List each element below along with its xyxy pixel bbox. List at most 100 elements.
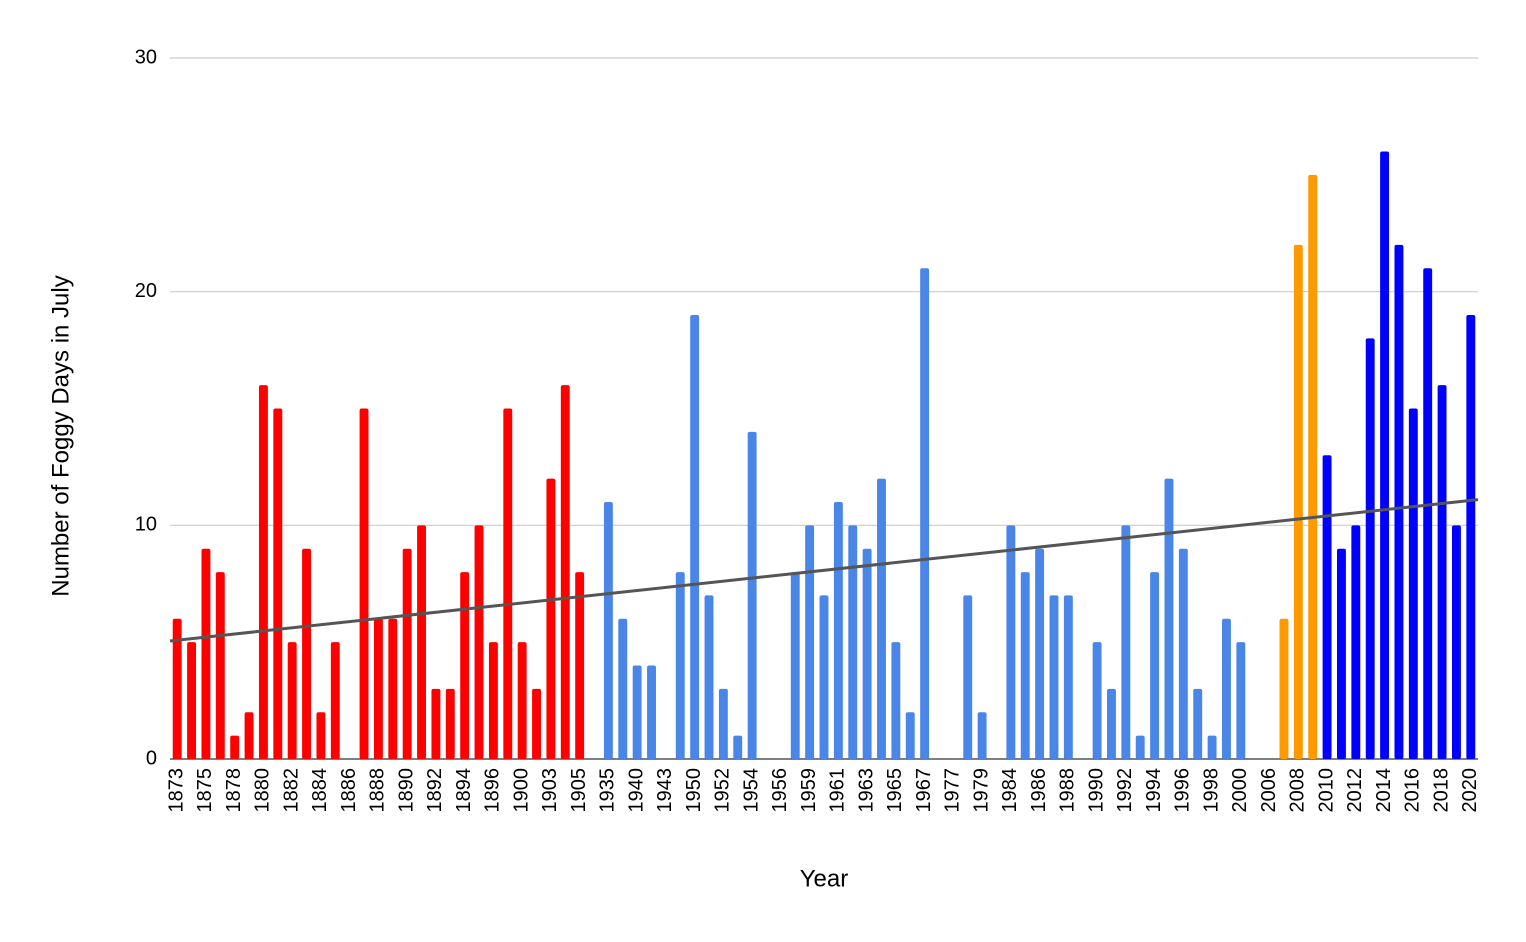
x-axis-title: Year — [800, 865, 849, 892]
x-tick-label: 1967 — [913, 768, 935, 813]
bar — [1408, 408, 1418, 759]
bar — [733, 735, 743, 759]
x-tick-label: 2014 — [1373, 768, 1395, 813]
bar — [877, 478, 886, 759]
bar — [1020, 572, 1030, 759]
bar — [891, 642, 901, 759]
y-tick-label: 30 — [135, 46, 157, 68]
bar — [244, 712, 254, 759]
bar — [1466, 315, 1476, 759]
bar — [1035, 548, 1045, 759]
x-tick-label: 1935 — [597, 768, 619, 813]
y-tick-label: 20 — [135, 280, 157, 302]
x-tick-label: 2016 — [1402, 768, 1424, 813]
bar — [1107, 688, 1116, 759]
bar — [445, 688, 455, 759]
bar — [388, 618, 398, 759]
bar — [172, 618, 182, 759]
bar — [977, 712, 987, 759]
bar — [647, 665, 656, 759]
x-tick-label: 2018 — [1430, 768, 1452, 813]
bar — [1193, 688, 1203, 759]
bar — [359, 408, 369, 759]
x-tick-label: 1940 — [625, 768, 647, 813]
bar — [302, 548, 312, 759]
bar — [1437, 385, 1447, 759]
x-tick-label: 1943 — [654, 768, 676, 813]
bar — [862, 548, 872, 759]
x-tick-label: 1956 — [769, 768, 791, 813]
y-tick-label: 10 — [135, 514, 157, 536]
x-tick-label: 1878 — [223, 768, 245, 813]
bar — [1006, 525, 1016, 759]
bar — [488, 642, 498, 759]
x-tick-label: 1961 — [827, 768, 849, 813]
x-tick-label: 2020 — [1459, 768, 1481, 813]
x-tick-label: 1965 — [884, 768, 906, 813]
x-tick-label: 1959 — [798, 768, 820, 813]
bar — [603, 501, 613, 759]
y-axis-title: Number of Foggy Days in July — [47, 275, 74, 596]
bar — [1207, 735, 1217, 759]
bar — [230, 735, 240, 759]
bar — [546, 478, 556, 759]
bar — [632, 665, 642, 759]
bar — [704, 595, 714, 759]
bar — [503, 408, 513, 759]
bar — [575, 572, 585, 759]
bar — [1236, 642, 1246, 759]
bar — [1178, 548, 1188, 759]
bar — [258, 385, 268, 759]
bar — [460, 572, 470, 759]
x-tick-label: 1984 — [999, 768, 1021, 813]
x-tick-label: 1986 — [1028, 768, 1050, 813]
x-tick-label: 1900 — [510, 768, 532, 813]
x-tick-label: 1992 — [1114, 768, 1136, 813]
trendline — [169, 498, 1479, 643]
bar — [532, 688, 541, 759]
x-tick-label: 1890 — [395, 768, 417, 813]
x-tick-label: 2008 — [1287, 768, 1309, 813]
x-tick-label: 1990 — [1085, 768, 1107, 813]
x-tick-label: 1892 — [424, 768, 446, 813]
bar — [1380, 151, 1390, 759]
bar — [1308, 174, 1318, 760]
x-tick-label: 1882 — [280, 768, 302, 813]
bar — [819, 595, 829, 759]
x-tick-label: 1952 — [712, 768, 734, 813]
x-tick-label: 2012 — [1344, 768, 1366, 813]
x-tick-label: 1996 — [1172, 768, 1194, 813]
bar — [1293, 244, 1303, 759]
bar — [1351, 525, 1361, 759]
bar — [517, 642, 527, 759]
x-tick-label: 1998 — [1200, 768, 1222, 813]
x-tick-label: 1884 — [309, 768, 331, 813]
bar — [1121, 525, 1131, 759]
x-tick-label: 1950 — [683, 768, 705, 813]
x-tick-label: 1896 — [482, 768, 504, 813]
bar — [1322, 455, 1332, 759]
bar — [1150, 572, 1160, 759]
bar — [805, 525, 815, 759]
bar — [474, 525, 484, 759]
bar — [1336, 548, 1346, 759]
bar — [201, 548, 211, 759]
bar — [1365, 338, 1375, 759]
bar — [187, 642, 197, 759]
x-tick-label: 1888 — [367, 768, 389, 813]
bar — [316, 712, 326, 759]
bar — [1092, 642, 1102, 759]
x-tick-label: 2006 — [1258, 768, 1280, 813]
bar — [560, 385, 570, 759]
x-tick-label: 1988 — [1057, 768, 1079, 813]
bar — [1063, 595, 1073, 759]
bar — [920, 268, 930, 759]
bar — [373, 618, 383, 759]
bar — [1279, 618, 1289, 759]
x-tick-label: 1954 — [740, 768, 762, 813]
x-tick-label: 1886 — [338, 768, 360, 813]
bar — [690, 315, 700, 759]
bar — [1423, 268, 1433, 759]
